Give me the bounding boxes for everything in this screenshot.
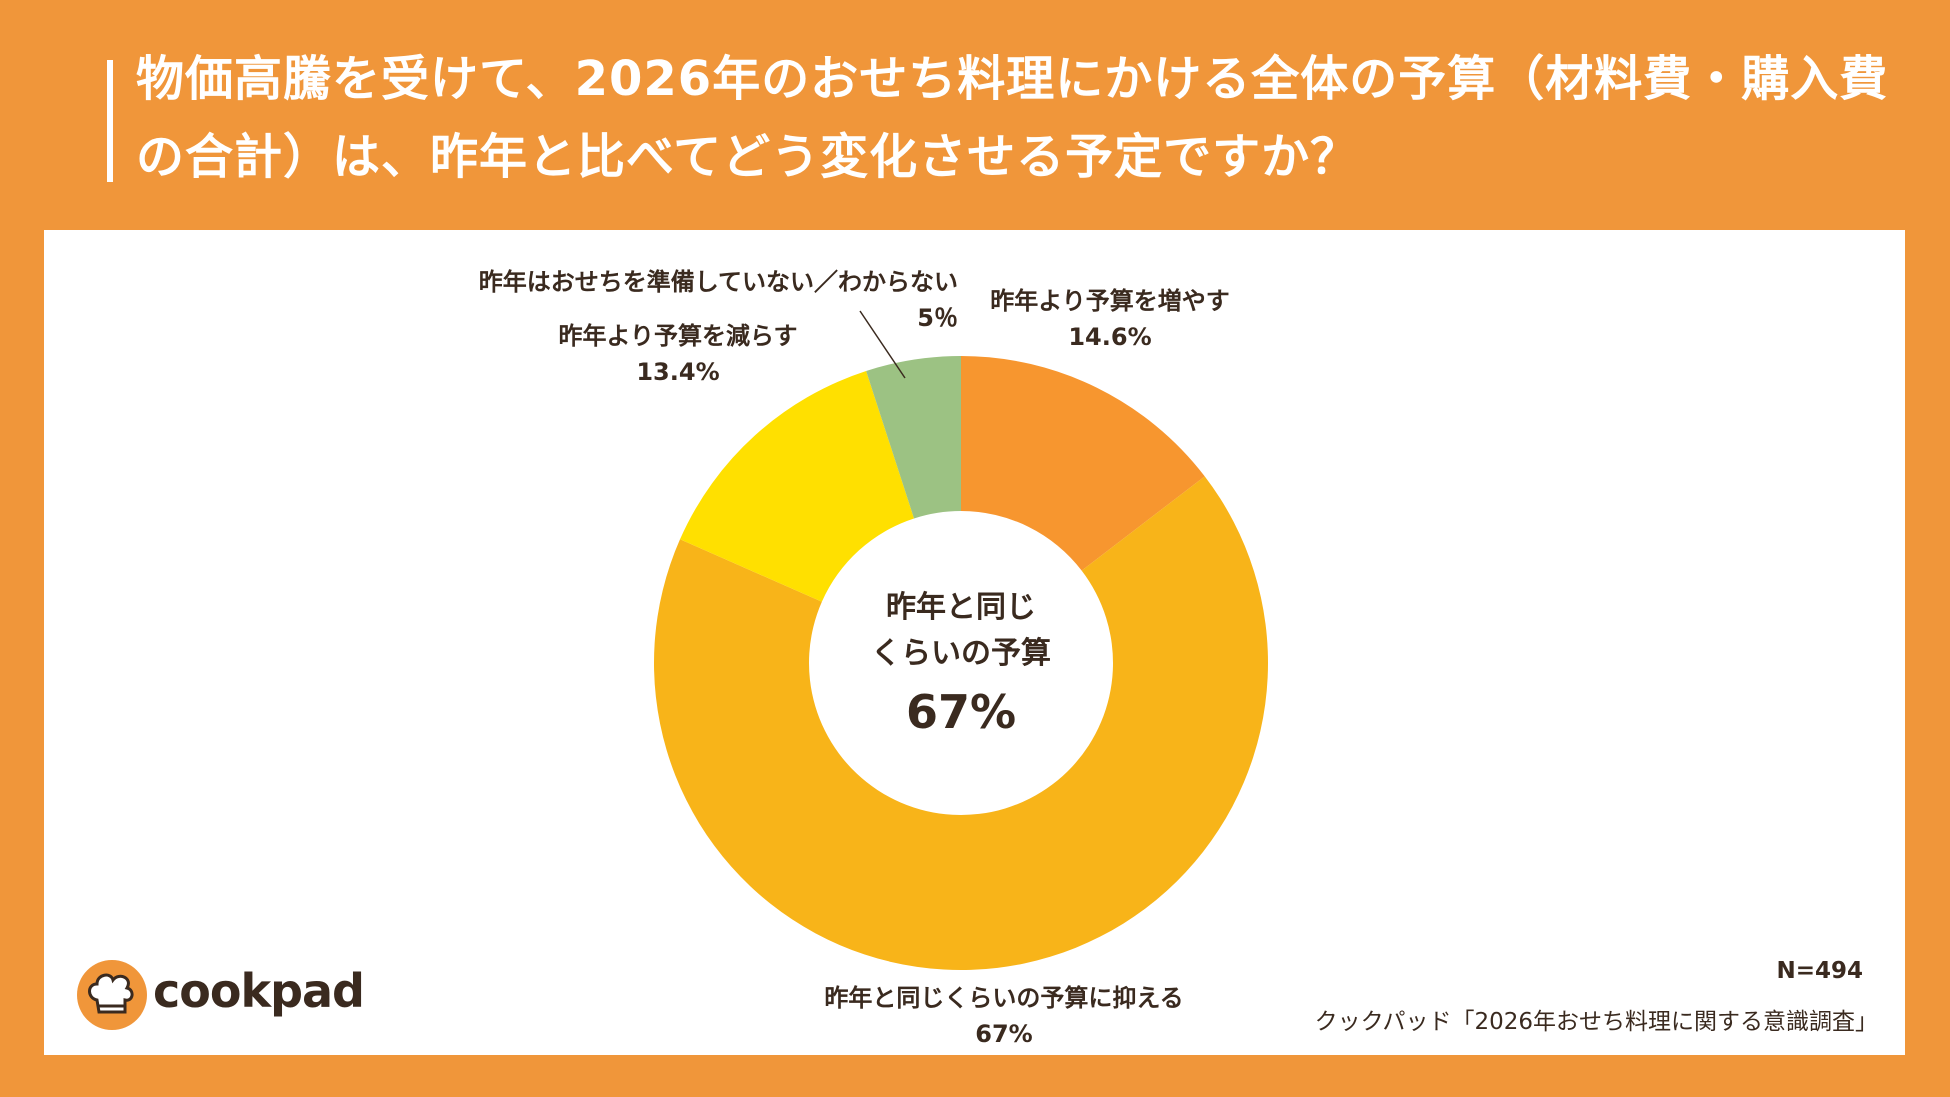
cookpad-logo-text: cookpad <box>153 964 365 1018</box>
donut-slice-2 <box>680 371 915 602</box>
donut-slice-1 <box>653 476 1268 971</box>
center-line2: くらいの予算 <box>871 636 1051 671</box>
label-same-text: 昨年と同じくらいの予算に抑える <box>824 984 1184 1012</box>
label-increase-text: 昨年より予算を増やす <box>990 287 1230 315</box>
label-same: 昨年と同じくらいの予算に抑える 67% <box>804 980 1204 1052</box>
label-none-text: 昨年はおせちを準備していない／わからない <box>478 268 958 296</box>
donut-center-label: 昨年と同じ くらいの予算 67% <box>811 585 1111 747</box>
page-title: 物価高騰を受けて、2026年のおせち料理にかける全体の予算（材料費・購入費の合計… <box>136 51 1889 185</box>
donut-slice-0 <box>961 356 1205 571</box>
label-decrease: 昨年より予算を減らす 13.4% <box>528 318 828 390</box>
donut-slice-3 <box>866 356 961 519</box>
center-value: 67% <box>905 685 1017 739</box>
center-line1: 昨年と同じ <box>886 590 1036 625</box>
title-accent-bar <box>107 60 113 182</box>
sample-size: N=494 <box>1776 958 1863 984</box>
label-decrease-value: 13.4% <box>636 358 720 386</box>
label-increase-value: 14.6% <box>1068 323 1152 351</box>
cookpad-logo-icon <box>77 960 147 1030</box>
source-note: クックパッド「2026年おせち料理に関する意識調査」 <box>1314 1009 1878 1035</box>
label-increase: 昨年より予算を増やす 14.6% <box>960 283 1260 355</box>
label-none-value: 5％ <box>917 304 958 332</box>
leader-line <box>859 310 906 379</box>
label-same-value: 67% <box>975 1020 1033 1048</box>
label-decrease-text: 昨年より予算を減らす <box>558 322 798 350</box>
